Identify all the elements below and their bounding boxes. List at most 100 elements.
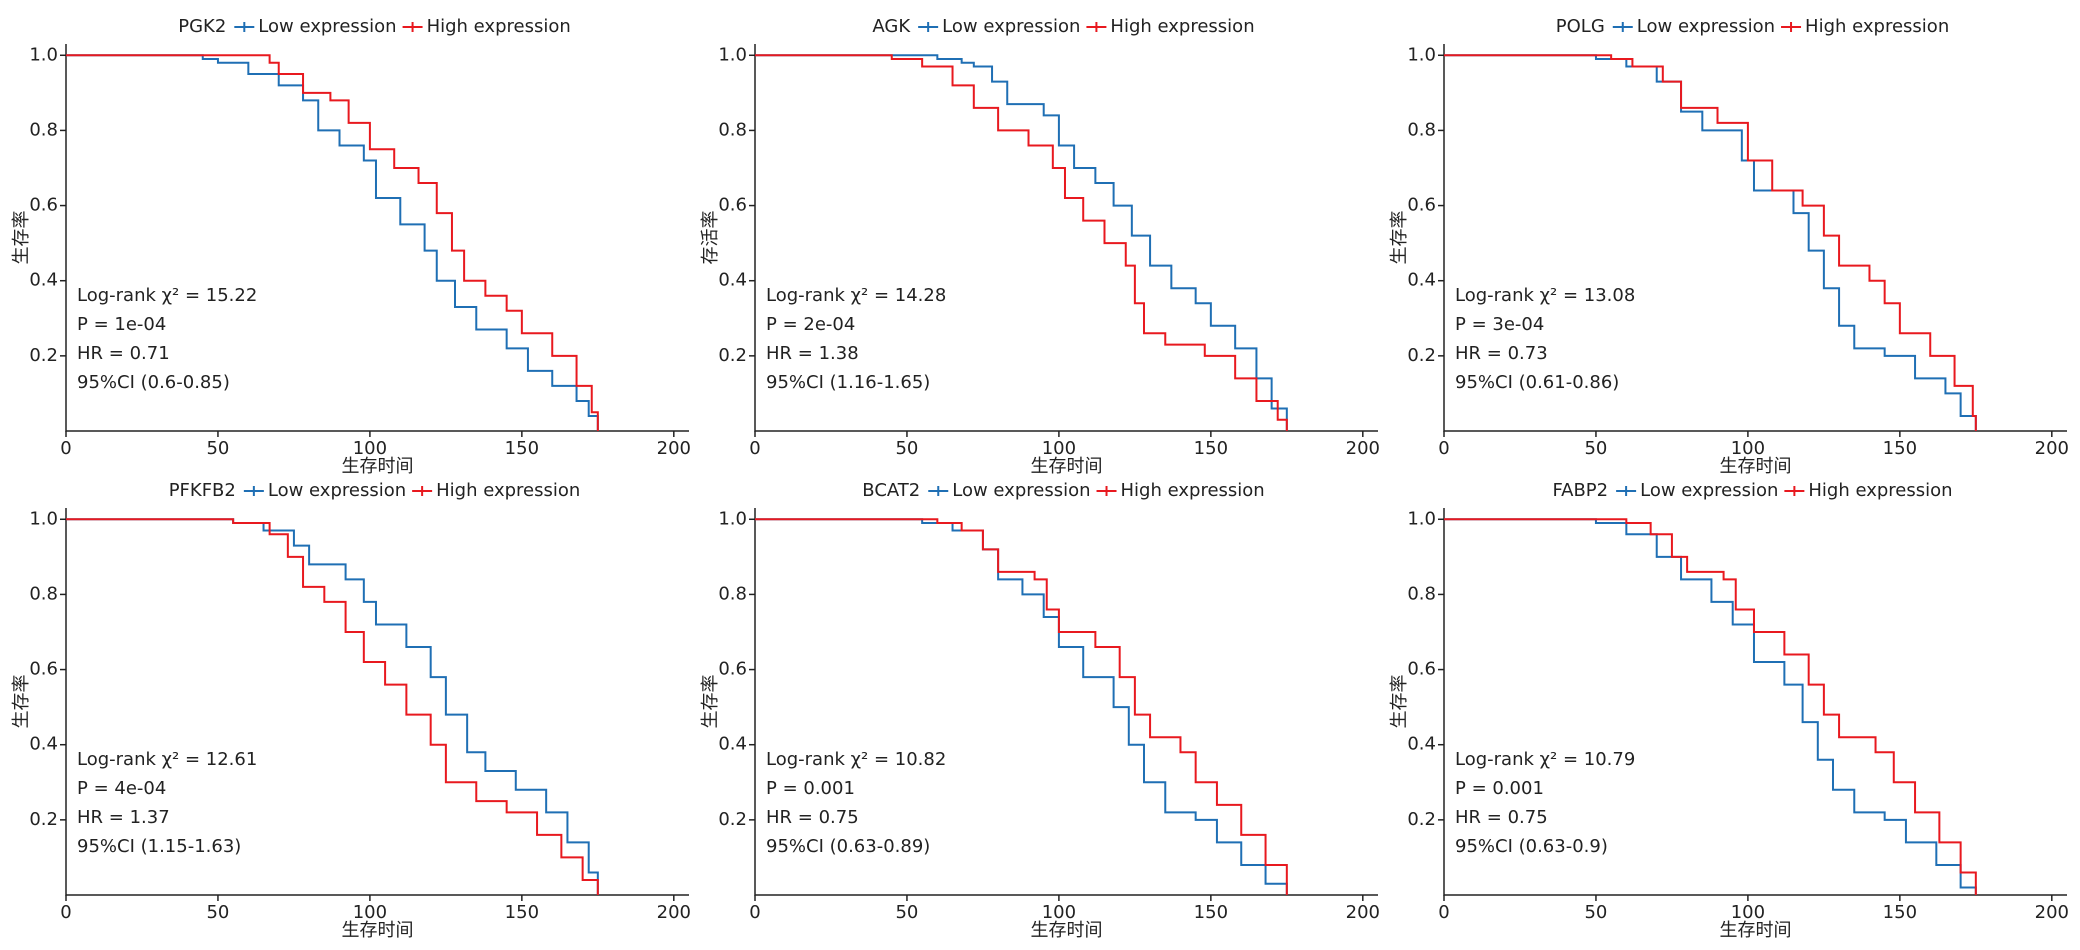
stat-annotation: HR = 0.73: [1455, 343, 1548, 364]
stat-annotation: HR = 0.75: [1455, 807, 1548, 828]
y-tick-label: 0.2: [718, 345, 747, 366]
legend-label: Low expression: [942, 16, 1080, 37]
y-tick-label: 0.2: [1407, 345, 1436, 366]
panel: 0 50 100 150 200 0.2 0.4 0.6 0.8 1.0 生存时间 存活率 Log-ra…: [700, 16, 1380, 477]
legend-title: PFKFB2: [169, 480, 236, 501]
y-tick-label: 0.2: [29, 345, 58, 366]
y-tick-label: 1.0: [718, 508, 747, 529]
x-tick-label: 50: [206, 438, 229, 459]
y-tick-label: 0.6: [718, 195, 747, 216]
x-tick-label: 50: [895, 902, 918, 923]
y-axis-label: 生存率: [11, 211, 32, 265]
x-tick-label: 50: [895, 438, 918, 459]
x-tick-label: 100: [1042, 902, 1076, 923]
y-axis-label: 生存率: [700, 675, 721, 729]
x-tick-label: 100: [353, 438, 387, 459]
stat-annotation: P = 4e-04: [77, 778, 166, 799]
panel: 0 50 100 150 200 0.2 0.4 0.6 0.8 1.0 生存时间 生存率 Log-ra…: [11, 480, 691, 941]
survival-curve: [1444, 54, 1977, 431]
y-tick-label: 0.6: [718, 659, 747, 680]
legend-title: PGK2: [178, 16, 226, 37]
x-tick-label: 0: [1438, 438, 1449, 459]
x-tick-label: 200: [1346, 438, 1380, 459]
x-tick-label: 100: [1042, 438, 1076, 459]
y-tick-label: 0.8: [29, 583, 58, 604]
legend: POLG Low expression High expression: [1556, 16, 1949, 37]
x-axis-label: 生存时间: [342, 920, 414, 941]
y-tick-label: 0.4: [718, 270, 747, 291]
y-axis-label: 生存率: [11, 675, 32, 729]
x-tick-label: 50: [1584, 902, 1607, 923]
x-tick-label: 100: [1731, 438, 1765, 459]
y-tick-label: 1.0: [1407, 44, 1436, 65]
stat-annotation: Log-rank χ² = 14.28: [766, 285, 946, 306]
y-tick-label: 0.4: [29, 270, 58, 291]
stat-annotation: 95%CI (0.63-0.9): [1455, 836, 1608, 857]
survival-curve: [755, 518, 1288, 895]
y-axis-label: 生存率: [1389, 675, 1410, 729]
x-tick-label: 200: [2035, 902, 2069, 923]
stat-annotation: Log-rank χ² = 12.61: [77, 749, 257, 770]
stat-annotation: P = 2e-04: [766, 314, 855, 335]
legend-label: High expression: [1121, 480, 1265, 501]
survival-curve: [66, 518, 599, 895]
stat-annotation: 95%CI (1.15-1.63): [77, 836, 241, 857]
x-axis-label: 生存时间: [1720, 920, 1792, 941]
legend-label: High expression: [436, 480, 580, 501]
stat-annotation: Log-rank χ² = 13.08: [1455, 285, 1635, 306]
legend-title: POLG: [1556, 16, 1605, 37]
legend-label: Low expression: [952, 480, 1090, 501]
y-tick-label: 0.2: [29, 809, 58, 830]
legend-label: Low expression: [258, 16, 396, 37]
y-axis-label: 生存率: [1389, 211, 1410, 265]
y-tick-label: 0.8: [718, 119, 747, 140]
x-tick-label: 0: [749, 438, 760, 459]
survival-curve: [66, 54, 599, 431]
survival-curve: [755, 54, 1288, 431]
survival-curve: [1444, 518, 1977, 895]
x-tick-label: 100: [1731, 902, 1765, 923]
x-axis-label: 生存时间: [1720, 456, 1792, 477]
stat-annotation: P = 0.001: [1455, 778, 1544, 799]
survival-curve: [66, 518, 599, 895]
legend-title: BCAT2: [862, 480, 920, 501]
stat-annotation: HR = 1.38: [766, 343, 859, 364]
x-tick-label: 200: [657, 438, 691, 459]
y-tick-label: 1.0: [718, 44, 747, 65]
panel: 0 50 100 150 200 0.2 0.4 0.6 0.8 1.0 生存时间 生存率 Log-ra…: [700, 480, 1380, 941]
y-tick-label: 0.8: [718, 583, 747, 604]
x-axis-label: 生存时间: [1031, 920, 1103, 941]
stat-annotation: P = 3e-04: [1455, 314, 1544, 335]
x-tick-label: 0: [1438, 902, 1449, 923]
panel: 0 50 100 150 200 0.2 0.4 0.6 0.8 1.0 生存时间 生存率 Log-ra…: [1389, 16, 2069, 477]
x-tick-label: 50: [206, 902, 229, 923]
x-tick-label: 0: [60, 438, 71, 459]
legend: AGK Low expression High expression: [872, 16, 1254, 37]
stat-annotation: Log-rank χ² = 10.82: [766, 749, 946, 770]
y-tick-label: 1.0: [29, 508, 58, 529]
y-tick-label: 0.8: [1407, 119, 1436, 140]
legend-label: Low expression: [268, 480, 406, 501]
stat-annotation: 95%CI (1.16-1.65): [766, 372, 930, 393]
y-tick-label: 0.4: [718, 734, 747, 755]
legend-label: High expression: [427, 16, 571, 37]
survival-curve: [66, 54, 599, 431]
x-tick-label: 150: [1194, 902, 1228, 923]
legend-label: Low expression: [1640, 480, 1778, 501]
legend: PGK2 Low expression High expression: [178, 16, 571, 37]
x-tick-label: 200: [657, 902, 691, 923]
legend: FABP2 Low expression High expression: [1552, 480, 1952, 501]
legend-label: High expression: [1805, 16, 1949, 37]
panel: 0 50 100 150 200 0.2 0.4 0.6 0.8 1.0 生存时间 生存率 Log-ra…: [11, 16, 691, 477]
stat-annotation: HR = 1.37: [77, 807, 170, 828]
legend-title: FABP2: [1552, 480, 1608, 501]
stat-annotation: Log-rank χ² = 15.22: [77, 285, 257, 306]
y-tick-label: 0.8: [1407, 583, 1436, 604]
x-tick-label: 150: [505, 902, 539, 923]
y-tick-label: 0.2: [1407, 809, 1436, 830]
y-tick-label: 0.8: [29, 119, 58, 140]
x-tick-label: 150: [505, 438, 539, 459]
x-tick-label: 0: [749, 902, 760, 923]
x-tick-label: 0: [60, 902, 71, 923]
stat-annotation: 95%CI (0.6-0.85): [77, 372, 230, 393]
